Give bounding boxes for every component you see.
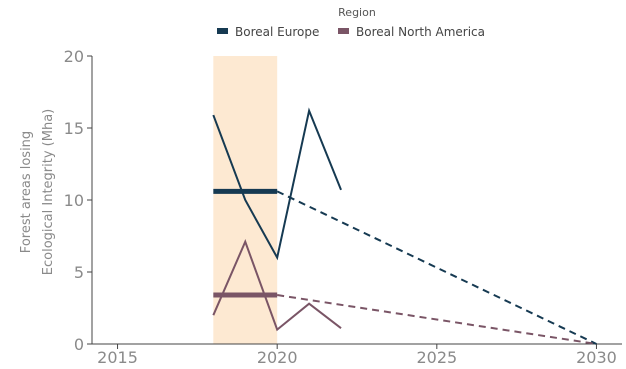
target-line-boreal-europe bbox=[276, 190, 597, 345]
y-tick-label-5: 5 bbox=[74, 263, 84, 282]
plot-area: 0 5 10 15 20 2015 2020 2025 2030 bbox=[64, 47, 622, 367]
y-axis-label-line-2: Ecological Integrity (Mha) bbox=[41, 109, 56, 275]
target-line-boreal-north-america bbox=[277, 294, 597, 345]
y-tick-label-0: 0 bbox=[74, 335, 84, 354]
legend-swatch-boreal-north-america bbox=[338, 28, 349, 34]
y-tick-label-10: 10 bbox=[64, 191, 84, 210]
x-tick-label-2030: 2030 bbox=[576, 348, 617, 367]
legend-swatch-boreal-europe bbox=[217, 28, 228, 34]
legend-label-boreal-north-america: Boreal North America bbox=[356, 25, 485, 39]
x-tick-label-2020: 2020 bbox=[257, 348, 298, 367]
legend-label-boreal-europe: Boreal Europe bbox=[235, 25, 319, 39]
y-tick-label-20: 20 bbox=[64, 47, 84, 66]
x-tick-label-2015: 2015 bbox=[97, 348, 138, 367]
x-tick-label-2025: 2025 bbox=[416, 348, 457, 367]
y-axis-label-line-1: Forest areas losing bbox=[19, 131, 34, 253]
legend-title: Region bbox=[338, 6, 376, 19]
y-tick-label-15: 15 bbox=[64, 119, 84, 138]
